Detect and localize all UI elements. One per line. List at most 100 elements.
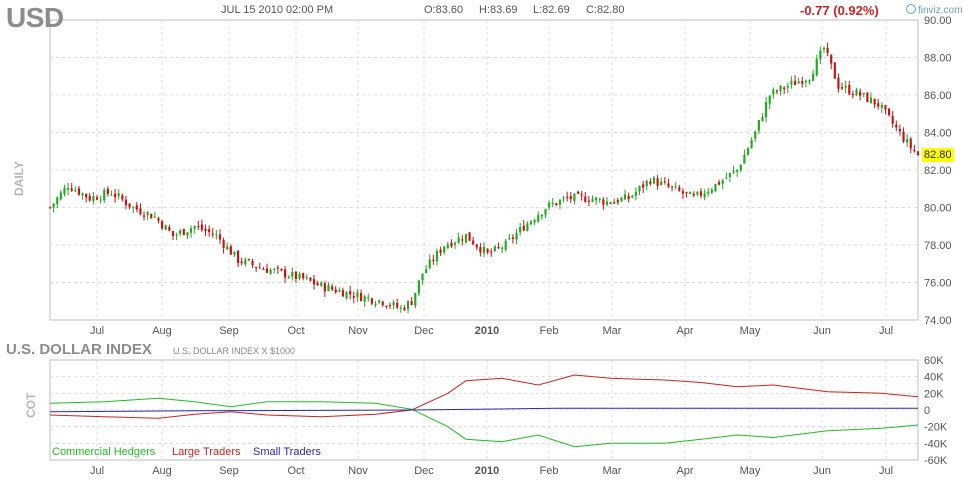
- candle-body: [591, 199, 594, 202]
- candle-body: [363, 296, 366, 302]
- candle-body: [66, 188, 70, 190]
- candle-body: [240, 261, 243, 264]
- candle-body: [859, 91, 862, 96]
- candle-body: [392, 302, 395, 306]
- candle-body: [649, 181, 652, 184]
- candle-body: [406, 301, 410, 310]
- candle-body: [761, 117, 764, 121]
- candle-body: [117, 193, 120, 196]
- candle-body: [710, 189, 713, 193]
- cot-x-tick-label: Sep: [219, 465, 239, 477]
- candle-body: [153, 216, 156, 218]
- candle-body: [323, 283, 326, 292]
- candle-body: [804, 80, 807, 83]
- candle-body: [812, 73, 815, 81]
- candle-body: [678, 187, 681, 191]
- candle-body: [627, 195, 630, 199]
- candle-body: [276, 267, 279, 269]
- price-change: -0.77 (0.92%): [800, 3, 879, 18]
- finviz-link[interactable]: finviz.com: [906, 4, 962, 16]
- last-price-marker: 82.80: [922, 148, 954, 162]
- candle-body: [497, 247, 500, 249]
- candle-body: [168, 226, 171, 231]
- candle-body: [906, 138, 909, 143]
- brand-label: finviz.com: [918, 5, 963, 16]
- candle-body: [381, 301, 384, 306]
- candle-body: [663, 181, 666, 183]
- candle-body: [309, 277, 312, 281]
- candle-body: [81, 193, 84, 196]
- candle-body: [128, 203, 131, 208]
- candle-body: [660, 181, 663, 185]
- candle-body: [500, 247, 504, 249]
- candle-body: [743, 154, 746, 164]
- small-traders-line: [49, 407, 918, 413]
- candle-body: [421, 273, 424, 281]
- candle-body: [551, 203, 554, 205]
- candle-body: [48, 207, 52, 209]
- candle-body: [388, 305, 392, 307]
- candle-body: [179, 230, 182, 234]
- candle-body: [150, 213, 153, 219]
- cot-x-tick-label: Jun: [813, 465, 831, 477]
- candle-body: [623, 194, 627, 200]
- candle-body: [226, 246, 229, 250]
- candle-body: [699, 191, 703, 196]
- candle-body: [851, 93, 854, 96]
- candle-body: [233, 251, 236, 255]
- candle-body: [765, 102, 768, 118]
- candle-body: [656, 178, 659, 186]
- candle-body: [862, 93, 865, 95]
- candle-body: [757, 120, 760, 131]
- candle-body: [280, 268, 283, 271]
- candle-body: [446, 244, 449, 248]
- price-x-tick-label: Nov: [348, 325, 368, 337]
- candle-body: [106, 188, 109, 195]
- candle-body: [548, 202, 551, 208]
- candle-body: [913, 149, 916, 152]
- candle-body: [435, 250, 439, 262]
- candle-body: [511, 237, 515, 239]
- candle-body: [161, 221, 164, 229]
- finviz-logo-icon: [906, 4, 916, 14]
- candle-body: [367, 297, 370, 299]
- candle-body: [728, 173, 732, 178]
- candle-body: [519, 226, 522, 233]
- candle-body: [157, 218, 160, 221]
- commercial-hedgers-line: [49, 397, 919, 448]
- cot-y-tick-label: -20K: [924, 422, 948, 434]
- candle-body: [642, 184, 645, 188]
- candle-body: [461, 239, 464, 241]
- candle-body: [598, 198, 601, 200]
- candle-body: [229, 246, 232, 255]
- candle-body: [396, 303, 399, 308]
- candle-body: [775, 90, 779, 92]
- candle-body: [595, 197, 598, 201]
- candle-body: [258, 267, 261, 269]
- candle-body: [356, 292, 359, 297]
- candle-body: [797, 81, 800, 84]
- cot-x-tick-label: Dec: [414, 465, 434, 477]
- candle-body: [609, 202, 612, 204]
- low-price: L:82.69: [533, 4, 570, 16]
- candle-body: [70, 188, 73, 191]
- candle-body: [822, 47, 826, 50]
- candle-body: [732, 170, 735, 173]
- candle-body: [566, 196, 569, 198]
- legend-small-traders: Small Traders: [253, 446, 321, 458]
- price-y-tick-label: 84.00: [924, 128, 952, 140]
- candle-body: [848, 84, 851, 95]
- candle-body: [312, 279, 316, 285]
- candle-body: [768, 95, 771, 104]
- cot-y-tick-label: 60K: [924, 355, 944, 367]
- cot-x-tick-label: Jul: [879, 465, 893, 477]
- candle-body: [866, 92, 869, 102]
- candle-body: [316, 283, 319, 286]
- quote-datetime: JUL 15 2010 02:00 PM: [221, 4, 334, 16]
- cot-x-tick-label: Jul: [90, 465, 104, 477]
- candle-body: [236, 251, 240, 263]
- ticker-symbol: USD: [6, 2, 64, 33]
- candle-body: [573, 193, 576, 201]
- candle-body: [522, 225, 525, 231]
